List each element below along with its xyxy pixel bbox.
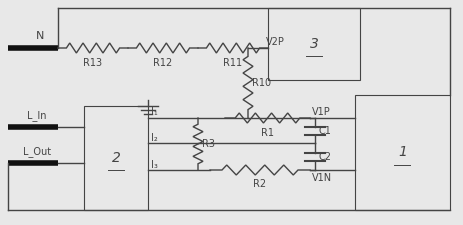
Text: C1: C1 bbox=[319, 126, 331, 135]
Text: V2P: V2P bbox=[265, 37, 284, 47]
Text: R1: R1 bbox=[260, 128, 274, 138]
Text: V1P: V1P bbox=[311, 107, 330, 117]
Text: I₁: I₁ bbox=[150, 107, 157, 117]
Text: I₃: I₃ bbox=[150, 160, 157, 170]
Text: L_In: L_In bbox=[27, 110, 47, 122]
Text: R11: R11 bbox=[223, 58, 242, 68]
Bar bbox=[84, 106, 148, 210]
Bar bbox=[268, 8, 359, 80]
Text: 1: 1 bbox=[397, 146, 406, 160]
Text: L_Out: L_Out bbox=[23, 146, 51, 157]
Text: R3: R3 bbox=[201, 139, 214, 149]
Text: R10: R10 bbox=[251, 78, 270, 88]
Text: C2: C2 bbox=[319, 151, 332, 162]
Text: R13: R13 bbox=[83, 58, 102, 68]
Text: R12: R12 bbox=[153, 58, 172, 68]
Text: 3: 3 bbox=[309, 37, 318, 51]
Text: I₂: I₂ bbox=[150, 133, 157, 143]
Bar bbox=[354, 95, 449, 210]
Text: R2: R2 bbox=[253, 179, 266, 189]
Text: N: N bbox=[36, 31, 44, 41]
Text: V1N: V1N bbox=[311, 173, 332, 183]
Text: 2: 2 bbox=[111, 151, 120, 165]
